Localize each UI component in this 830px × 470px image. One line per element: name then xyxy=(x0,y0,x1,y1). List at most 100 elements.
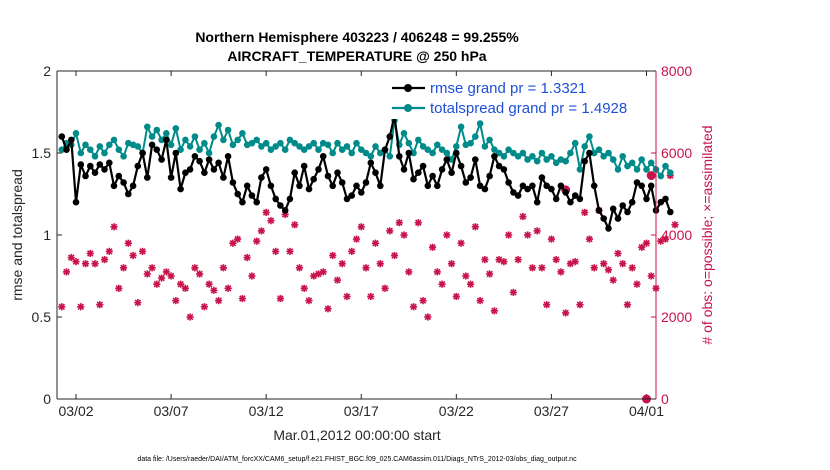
rmse-point xyxy=(186,166,194,173)
assimilated-obs-marker xyxy=(62,268,71,276)
assimilated-obs-marker xyxy=(91,260,99,268)
totalspread-point xyxy=(619,153,626,160)
rmse-point xyxy=(481,185,489,193)
totalspread-point xyxy=(581,143,588,150)
assimilated-obs-marker xyxy=(443,231,451,239)
rmse-point xyxy=(338,179,346,186)
assimilated-obs-marker xyxy=(100,256,109,264)
legend-spread-label: totalspread grand pr = 1.4928 xyxy=(430,100,627,117)
assimilated-obs-marker xyxy=(505,231,513,239)
rmse-point xyxy=(101,166,108,173)
totalspread-point xyxy=(647,159,655,167)
rmse-point xyxy=(624,208,631,216)
rmse-point xyxy=(167,174,175,181)
totalspread-point xyxy=(82,141,89,149)
assimilated-obs-marker xyxy=(300,284,308,292)
assimilated-obs-marker xyxy=(647,272,655,280)
rmse-point xyxy=(68,136,75,144)
rmse-point xyxy=(567,198,574,206)
rmse-point xyxy=(415,169,422,176)
totalspread-point xyxy=(586,133,593,140)
totalspread-point xyxy=(296,143,303,150)
assimilated-obs-marker xyxy=(286,247,294,255)
totalspread-point xyxy=(172,125,180,132)
assimilated-obs-marker xyxy=(229,239,237,247)
rmse-point xyxy=(277,202,284,209)
rmse-point xyxy=(595,207,603,214)
assimilated-obs-marker xyxy=(600,260,608,268)
totalspread-point xyxy=(552,159,560,167)
rmse-point xyxy=(628,198,636,206)
rmse-point xyxy=(405,149,413,157)
totalspread-point xyxy=(158,136,165,144)
assimilated-obs-marker xyxy=(72,258,80,266)
rmse-point xyxy=(448,169,455,176)
totalspread-point xyxy=(191,133,199,140)
assimilated-obs-marker xyxy=(557,268,565,276)
totalspread-point xyxy=(58,146,66,153)
rmse-point xyxy=(267,182,275,190)
totalspread-point xyxy=(87,146,94,153)
totalspread-point xyxy=(529,153,536,160)
rmse-point xyxy=(396,153,403,160)
assimilated-obs-marker xyxy=(324,305,332,313)
rmse-point xyxy=(614,215,622,222)
chart-title-line2: AIRCRAFT_TEMPERATURE @ 250 hPa xyxy=(227,48,486,64)
x-tick-label: 03/22 xyxy=(439,403,474,419)
assimilated-obs-marker xyxy=(528,264,536,272)
totalspread-point xyxy=(457,123,465,131)
assimilated-obs-marker xyxy=(119,264,128,272)
rmse-point xyxy=(353,182,360,190)
assimilated-obs-marker xyxy=(533,227,541,235)
x-tick-label: 03/07 xyxy=(154,403,189,419)
assimilated-obs-marker xyxy=(167,272,175,280)
totalspread-point xyxy=(405,139,413,147)
totalspread-point xyxy=(77,149,85,157)
totalspread-point xyxy=(310,139,318,147)
assimilated-obs-marker xyxy=(471,223,479,231)
totalspread-point xyxy=(267,146,275,153)
assimilated-obs-marker xyxy=(276,294,285,303)
totalspread-point xyxy=(372,143,379,150)
assimilated-obs-marker xyxy=(428,243,437,251)
rmse-point xyxy=(581,157,588,165)
assimilated-obs-marker xyxy=(452,292,460,301)
assimilated-obs-marker xyxy=(267,217,275,225)
assimilated-obs-marker xyxy=(623,301,632,309)
assimilated-obs-marker xyxy=(524,231,532,239)
assimilated-obs-marker xyxy=(371,239,380,247)
rmse-point xyxy=(424,182,432,190)
assimilated-obs-marker xyxy=(200,303,208,311)
rmse-point xyxy=(362,179,370,186)
rmse-point xyxy=(72,198,80,206)
rmse-point xyxy=(58,133,66,140)
left-tick-label: 1 xyxy=(43,227,51,243)
rmse-point xyxy=(348,192,356,199)
assimilated-obs-marker xyxy=(191,264,199,272)
rmse-point xyxy=(343,195,351,203)
totalspread-point xyxy=(300,146,308,153)
rmse-point xyxy=(63,146,70,153)
rmse-point xyxy=(386,133,394,140)
rmse-point xyxy=(329,182,337,190)
assimilated-obs-marker xyxy=(343,292,351,301)
totalspread-point xyxy=(358,146,365,153)
rmse-point xyxy=(633,179,641,186)
assimilated-obs-marker xyxy=(357,223,365,231)
assimilated-obs-marker xyxy=(414,219,422,227)
totalspread-point xyxy=(106,141,113,149)
totalspread-point xyxy=(334,139,341,147)
totalspread-point xyxy=(163,130,170,137)
rmse-point xyxy=(443,156,451,163)
rmse-point xyxy=(87,162,94,170)
assimilated-obs-marker xyxy=(295,264,304,272)
assimilated-obs-marker xyxy=(81,260,90,268)
rmse-point xyxy=(224,153,232,160)
totalspread-point xyxy=(215,121,222,129)
x-tick-label: 03/02 xyxy=(58,403,93,419)
totalspread-point xyxy=(239,130,246,137)
totalspread-point xyxy=(210,133,218,140)
rmse-point xyxy=(429,172,436,180)
rmse-point xyxy=(334,169,341,176)
rmse-point xyxy=(324,172,332,180)
